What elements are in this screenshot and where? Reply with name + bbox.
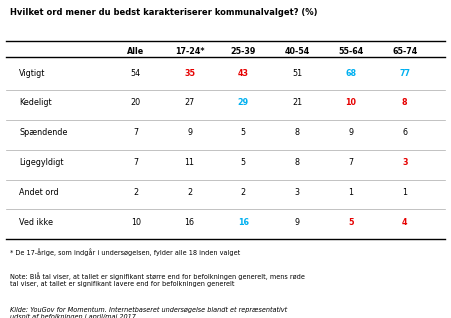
Text: 16: 16 bbox=[238, 218, 249, 226]
Text: 2: 2 bbox=[187, 188, 192, 197]
Text: 54: 54 bbox=[131, 69, 141, 78]
Text: 2: 2 bbox=[133, 188, 138, 197]
Text: 51: 51 bbox=[292, 69, 302, 78]
Text: 3: 3 bbox=[295, 188, 300, 197]
Text: Spændende: Spændende bbox=[19, 128, 68, 137]
Text: 7: 7 bbox=[133, 158, 138, 167]
Text: 9: 9 bbox=[349, 128, 354, 137]
Text: 5: 5 bbox=[241, 128, 246, 137]
Text: 65-74: 65-74 bbox=[392, 47, 418, 56]
Text: Andet ord: Andet ord bbox=[19, 188, 59, 197]
Text: 7: 7 bbox=[349, 158, 354, 167]
Text: 29: 29 bbox=[238, 98, 249, 107]
Text: Ved ikke: Ved ikke bbox=[19, 218, 53, 226]
Text: 5: 5 bbox=[241, 158, 246, 167]
Text: 55-64: 55-64 bbox=[338, 47, 364, 56]
Text: * De 17-årige, som indgår i undersøgelsen, fylder alle 18 inden valget: * De 17-årige, som indgår i undersøgelse… bbox=[10, 249, 240, 257]
Text: Vigtigt: Vigtigt bbox=[19, 69, 46, 78]
Text: 3: 3 bbox=[402, 158, 408, 167]
Text: Note: Blå tal viser, at tallet er signifikant større end for befolkningen genere: Note: Blå tal viser, at tallet er signif… bbox=[10, 272, 305, 287]
Text: 25-39: 25-39 bbox=[231, 47, 256, 56]
Text: 8: 8 bbox=[402, 98, 408, 107]
Text: 21: 21 bbox=[292, 98, 302, 107]
Text: Alle: Alle bbox=[127, 47, 144, 56]
Text: 10: 10 bbox=[131, 218, 141, 226]
Text: 17-24*: 17-24* bbox=[175, 47, 204, 56]
Text: 16: 16 bbox=[184, 218, 195, 226]
Text: 40-54: 40-54 bbox=[285, 47, 310, 56]
Text: 5: 5 bbox=[348, 218, 354, 226]
Text: 8: 8 bbox=[295, 158, 300, 167]
Text: 35: 35 bbox=[184, 69, 195, 78]
Text: 6: 6 bbox=[402, 128, 407, 137]
Text: 1: 1 bbox=[402, 188, 407, 197]
Text: 11: 11 bbox=[184, 158, 195, 167]
Text: 1: 1 bbox=[349, 188, 354, 197]
Text: 8: 8 bbox=[295, 128, 300, 137]
Text: 27: 27 bbox=[184, 98, 195, 107]
Text: 77: 77 bbox=[399, 69, 410, 78]
Text: Hvilket ord mener du bedst karakteriserer kommunalvalget? (%): Hvilket ord mener du bedst karakterisere… bbox=[10, 8, 318, 17]
Text: 2: 2 bbox=[241, 188, 246, 197]
Text: 4: 4 bbox=[402, 218, 408, 226]
Text: Kilde: YouGov for Momentum. Internetbaseret undersøgelse blandt et repræsentativ: Kilde: YouGov for Momentum. Internetbase… bbox=[10, 307, 287, 318]
Text: Ligegyldigt: Ligegyldigt bbox=[19, 158, 64, 167]
Text: 9: 9 bbox=[295, 218, 300, 226]
Text: 20: 20 bbox=[131, 98, 141, 107]
Text: 7: 7 bbox=[133, 128, 138, 137]
Text: Kedeligt: Kedeligt bbox=[19, 98, 52, 107]
Text: 10: 10 bbox=[345, 98, 356, 107]
Text: 68: 68 bbox=[345, 69, 357, 78]
Text: 9: 9 bbox=[187, 128, 192, 137]
Text: 43: 43 bbox=[238, 69, 249, 78]
